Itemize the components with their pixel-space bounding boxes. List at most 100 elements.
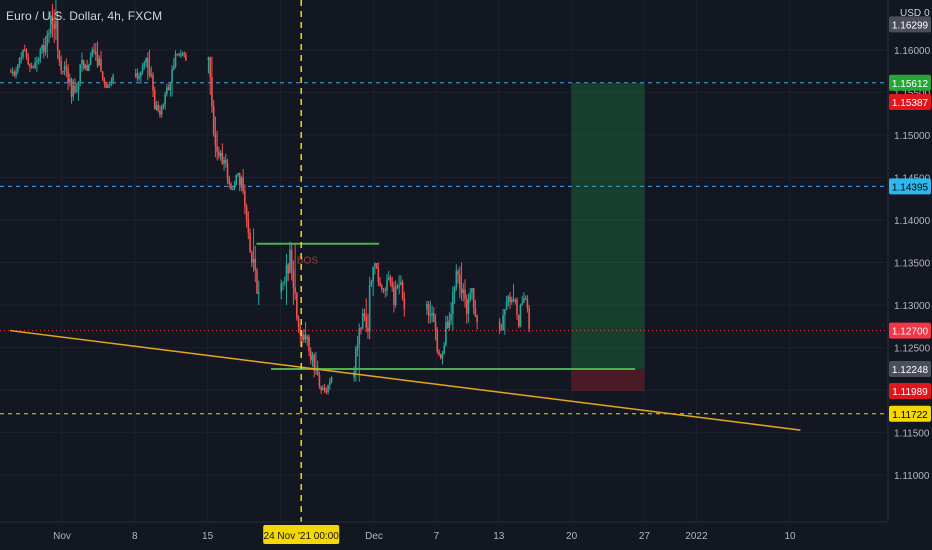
- long-position-tool[interactable]: [571, 82, 645, 392]
- settings-icon[interactable]: 0: [924, 8, 930, 19]
- candle-down: [211, 76, 213, 107]
- candle-down: [365, 316, 367, 328]
- candle-up: [174, 54, 177, 67]
- candle-down: [178, 53, 180, 56]
- candle-down: [23, 49, 26, 51]
- candle-up: [55, 20, 57, 29]
- candle-up: [387, 277, 390, 280]
- candle-down: [472, 288, 475, 309]
- candle-up: [48, 33, 50, 35]
- candle-down: [10, 71, 12, 73]
- symbol-title[interactable]: Euro / U.S. Dollar, 4h, FXCM: [6, 9, 163, 23]
- candle-down: [100, 58, 102, 72]
- candle-up: [429, 315, 432, 317]
- candle-up: [356, 344, 359, 349]
- candle-up: [303, 334, 305, 340]
- time-axis[interactable]: [0, 522, 932, 550]
- candle-up: [237, 173, 239, 176]
- candle-up: [469, 292, 471, 300]
- candle-down: [245, 206, 248, 220]
- candle-down: [238, 173, 241, 186]
- candle-up: [453, 287, 456, 293]
- candle-up: [39, 49, 42, 59]
- candle-down: [153, 90, 156, 110]
- candle-down: [86, 65, 88, 71]
- candle-down: [320, 386, 322, 391]
- candle-down: [70, 78, 73, 97]
- price-label: 1.15612: [892, 79, 929, 90]
- candle-up: [20, 57, 23, 59]
- candle-down: [516, 299, 518, 315]
- price-label: 1.16299: [892, 20, 929, 31]
- candle-down: [313, 354, 315, 371]
- candle-down: [218, 151, 220, 157]
- candle-down: [13, 72, 16, 76]
- candle-up: [400, 282, 402, 286]
- candle-up: [155, 105, 158, 110]
- price-label: 1.12248: [892, 365, 929, 376]
- candle-up: [108, 83, 111, 85]
- candle-down: [212, 106, 215, 134]
- candle-up: [162, 104, 165, 108]
- candle-up: [523, 298, 525, 303]
- candle-up: [441, 353, 444, 358]
- candle-up: [63, 66, 66, 72]
- candle-up: [504, 309, 506, 316]
- candle-down: [309, 351, 312, 361]
- candle-down: [183, 53, 185, 56]
- candle-down: [459, 274, 461, 289]
- candle-down: [318, 375, 321, 387]
- bos-label: BOS: [297, 255, 318, 266]
- candle-up: [443, 345, 445, 354]
- candle-down: [316, 367, 319, 376]
- candle-down: [375, 263, 378, 269]
- price-label: 1.15387: [892, 98, 929, 109]
- candle-down: [381, 285, 383, 289]
- candle-down: [528, 307, 530, 329]
- candle-up: [179, 55, 182, 57]
- candle-up: [81, 60, 83, 65]
- candle-up: [110, 80, 113, 84]
- candle-down: [221, 152, 224, 164]
- candle-up: [141, 65, 144, 72]
- candle-down: [32, 66, 35, 68]
- candle-up: [374, 263, 376, 267]
- crosshair-label: 24 Nov '21 00:00: [264, 531, 340, 542]
- stop-loss-zone: [571, 369, 645, 392]
- candle-up: [330, 377, 333, 382]
- candle-down: [457, 271, 459, 275]
- candle-up: [311, 354, 314, 361]
- horizontal-lines: [0, 82, 888, 415]
- candle-up: [44, 45, 47, 53]
- candle-down: [67, 68, 69, 83]
- price-tick-label: 1.15500: [894, 88, 931, 99]
- candle-up: [467, 299, 470, 314]
- price-label-box: [889, 16, 931, 33]
- price-tick-label: 1.13000: [894, 301, 931, 312]
- currency-selector[interactable]: USD 0: [900, 8, 930, 19]
- candle-down: [304, 334, 307, 340]
- candle-down: [465, 299, 468, 314]
- candle-down: [308, 336, 310, 352]
- candle-down: [230, 184, 232, 190]
- candle-up: [327, 384, 329, 393]
- candle-down: [427, 303, 430, 316]
- candle-down: [377, 268, 380, 282]
- candle-down: [474, 308, 477, 317]
- candle-down: [438, 351, 440, 355]
- candle-down: [439, 354, 442, 358]
- candle-up: [455, 271, 458, 288]
- trend-lines[interactable]: [9, 242, 801, 431]
- price-tick-label: 1.12500: [894, 344, 931, 355]
- candle-down: [247, 219, 250, 233]
- candle-up: [11, 72, 14, 74]
- candle-up: [145, 57, 147, 63]
- candle-up: [358, 328, 361, 345]
- candle-up: [361, 313, 364, 329]
- candle-up: [181, 53, 184, 56]
- candle-up: [166, 87, 168, 95]
- time-tick-label: Nov: [53, 531, 71, 542]
- candle-down: [367, 327, 369, 332]
- candle-down: [251, 251, 253, 263]
